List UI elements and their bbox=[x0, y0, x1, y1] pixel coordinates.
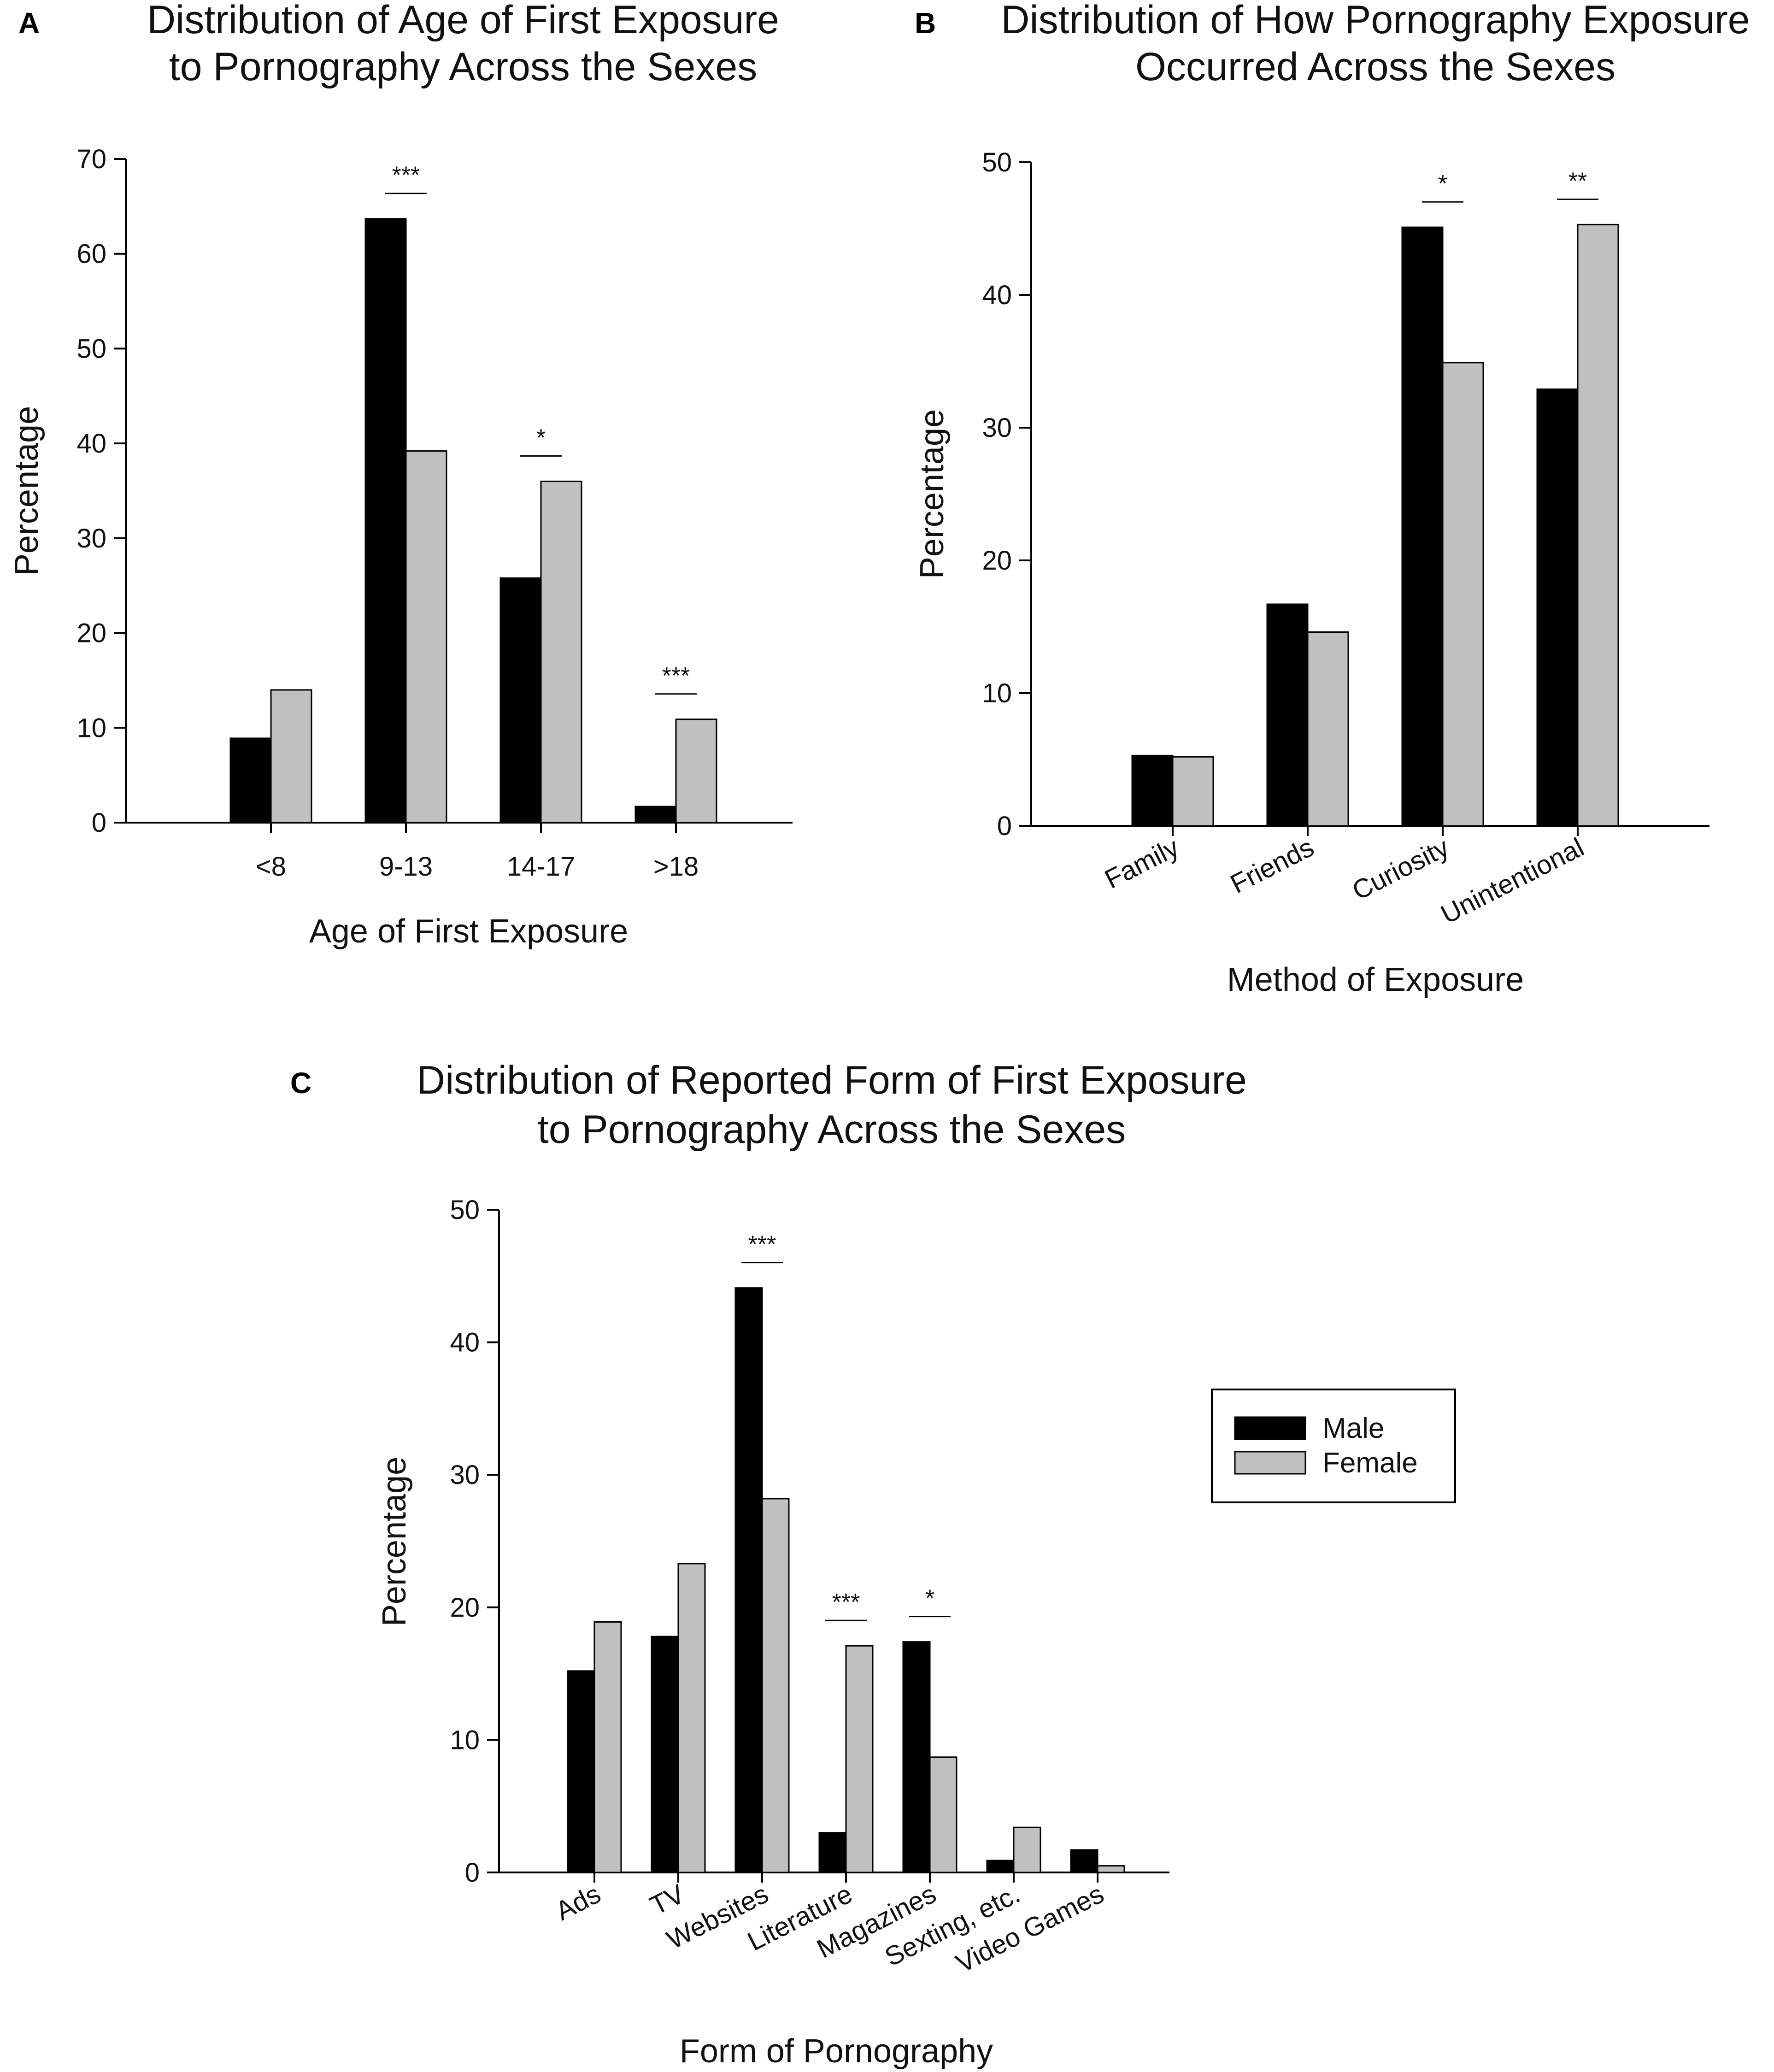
panel-c-y-tick-label: 30 bbox=[450, 1460, 480, 1490]
panel-b-x-tick-label: Friends bbox=[1226, 832, 1319, 900]
panel-c-significance-marker: *** bbox=[832, 1589, 860, 1616]
panel-a-y-tick-label: 70 bbox=[76, 144, 106, 174]
panel-a-significance-marker: *** bbox=[662, 663, 690, 689]
panel-b-y-axis-label: Percentage bbox=[914, 409, 951, 579]
legend-swatch-male bbox=[1234, 1416, 1306, 1440]
panel-b-bar-male bbox=[1536, 388, 1579, 827]
panel-a-y-axis-label: Percentage bbox=[8, 406, 45, 576]
panel-c-bar-female bbox=[593, 1621, 622, 1873]
panel-b-plot: 0 10 20 30 40 50 Family Friends Curiosity * Uninte… bbox=[982, 147, 1709, 930]
panel-a-y-tick-label: 20 bbox=[76, 618, 106, 648]
panel-c-bar-female bbox=[761, 1498, 790, 1873]
panel-b-x-tick-label: Curiosity bbox=[1347, 832, 1454, 906]
panel-a-bar-female bbox=[675, 718, 717, 824]
panel-label-b: B bbox=[915, 6, 936, 40]
panel-a-y-tick-label: 40 bbox=[76, 429, 106, 459]
legend: Male Female bbox=[1211, 1389, 1456, 1503]
panel-b-bar-female bbox=[1172, 756, 1214, 827]
panel-a-bar-female bbox=[270, 689, 312, 824]
panel-a-bar-male bbox=[634, 806, 677, 824]
panel-c-bar-male bbox=[986, 1860, 1015, 1873]
panel-c-x-axis-label: Form of Pornography bbox=[680, 2033, 993, 2070]
panel-a-x-tick-label: >18 bbox=[653, 852, 699, 882]
panel-b-title-line-1: Distribution of How Pornography Exposure bbox=[1001, 0, 1750, 42]
panel-c-x-tick-label: TV bbox=[645, 1879, 689, 1921]
panel-a-bar-female bbox=[405, 450, 447, 824]
panel-b-y-tick-label: 50 bbox=[982, 147, 1012, 177]
panel-b-y-tick-label: 10 bbox=[982, 678, 1012, 708]
panel-b-y-tick-label: 20 bbox=[982, 546, 1012, 576]
panel-c-significance-marker: * bbox=[925, 1585, 934, 1612]
panel-c-bar-male bbox=[651, 1636, 679, 1873]
panel-a-y-tick-label: 10 bbox=[76, 713, 106, 743]
panel-b-bar-male bbox=[1401, 226, 1444, 827]
panel-c-title-line-1: Distribution of Reported Form of First E… bbox=[417, 1058, 1247, 1102]
panel-a-bar-male bbox=[229, 737, 272, 824]
panel-b-bar-female bbox=[1307, 631, 1349, 827]
panel-a-bar-female bbox=[540, 480, 582, 824]
legend-label-female: Female bbox=[1322, 1447, 1418, 1479]
panel-a-bar-male bbox=[499, 577, 542, 824]
panel-c-bar-male bbox=[818, 1832, 847, 1873]
panel-b-bar-male bbox=[1131, 754, 1174, 827]
panel-c-bar-female bbox=[1013, 1826, 1041, 1873]
panel-c-y-tick-label: 10 bbox=[450, 1725, 480, 1755]
panel-a-y-tick-label: 50 bbox=[76, 334, 106, 364]
panel-a-y-tick-label: 60 bbox=[76, 239, 106, 269]
panel-b-bar-female bbox=[1442, 362, 1484, 827]
panel-b-significance-marker: ** bbox=[1568, 168, 1587, 194]
panel-c-x-tick-label: Ads bbox=[551, 1879, 605, 1926]
panel-c-bar-female bbox=[845, 1645, 874, 1873]
panel-label-c: C bbox=[290, 1066, 311, 1100]
panel-a-x-tick-label: 14-17 bbox=[507, 852, 575, 882]
panel-b-x-tick-label: Unintentional bbox=[1436, 832, 1589, 930]
panel-b-x-axis-label: Method of Exposure bbox=[1227, 961, 1524, 998]
panel-c-y-tick-label: 50 bbox=[450, 1195, 480, 1225]
panel-c-bar-female bbox=[1097, 1865, 1125, 1873]
panel-a-y-tick-label: 30 bbox=[76, 524, 106, 553]
panel-a-plot: 0 10 20 30 40 50 60 70 <8 9-13 *** 14-17 * >18 *** bbox=[76, 144, 793, 882]
panel-a-x-tick-label: <8 bbox=[256, 852, 286, 882]
panel-a-x-axis-label: Age of First Exposure bbox=[309, 913, 628, 950]
panel-b-significance-marker: * bbox=[1438, 171, 1447, 197]
panel-c-bar-female bbox=[929, 1756, 957, 1873]
panel-b: B Distribution of How Pornography Exposu… bbox=[914, 0, 1750, 998]
panel-a-title-line-2: to Pornography Across the Sexes bbox=[169, 45, 757, 89]
panel-c-y-tick-label: 0 bbox=[465, 1858, 480, 1888]
panel-a-bar-male bbox=[364, 218, 407, 824]
panel-c-title-line-2: to Pornography Across the Sexes bbox=[538, 1107, 1126, 1152]
panel-b-y-tick-label: 30 bbox=[982, 413, 1012, 443]
panel-a-y-tick-label: 0 bbox=[92, 808, 106, 838]
panel-c-y-axis-label: Percentage bbox=[376, 1457, 413, 1626]
panel-c-significance-marker: *** bbox=[748, 1231, 776, 1258]
legend-label-male: Male bbox=[1322, 1413, 1384, 1444]
panel-b-bar-female bbox=[1577, 224, 1619, 827]
panel-c: C Distribution of Reported Form of First… bbox=[290, 1058, 1456, 2070]
panel-b-x-tick-label: Family bbox=[1100, 832, 1184, 895]
panel-a-title-line-1: Distribution of Age of First Exposure bbox=[147, 0, 779, 42]
panel-a-x-tick-label: 9-13 bbox=[379, 852, 433, 882]
legend-box bbox=[1211, 1389, 1456, 1503]
panel-b-bar-male bbox=[1266, 603, 1309, 827]
panel-c-bar-male bbox=[1070, 1849, 1098, 1873]
panel-a: A Distribution of Age of First Exposure … bbox=[8, 0, 793, 950]
panel-a-significance-marker: *** bbox=[392, 162, 420, 189]
panel-c-y-tick-label: 20 bbox=[450, 1593, 480, 1623]
panel-c-bar-male bbox=[734, 1287, 763, 1873]
panel-c-bar-female bbox=[677, 1563, 706, 1873]
panel-a-significance-marker: * bbox=[536, 424, 546, 451]
panel-c-bar-male bbox=[902, 1641, 931, 1873]
panel-b-y-tick-label: 0 bbox=[997, 811, 1012, 841]
panel-c-y-tick-label: 40 bbox=[450, 1328, 480, 1358]
panel-label-a: A bbox=[18, 6, 40, 40]
panel-b-y-tick-label: 40 bbox=[982, 280, 1012, 310]
legend-swatch-female bbox=[1234, 1451, 1306, 1475]
panel-b-title-line-2: Occurred Across the Sexes bbox=[1135, 45, 1615, 89]
panel-c-bar-male bbox=[567, 1670, 595, 1873]
